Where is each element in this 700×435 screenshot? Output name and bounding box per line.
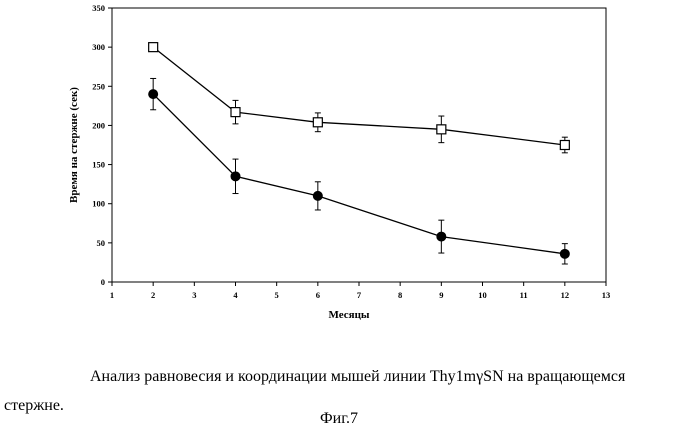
y-tick-label: 50 [97,238,106,248]
x-tick-label: 12 [561,290,570,300]
plot-frame [111,7,607,283]
figure-label: Фиг.7 [320,410,358,427]
data-point [559,248,570,259]
data-point [559,139,570,151]
axes [108,7,607,286]
data-point [436,231,447,242]
caption-line-1: Анализ равновесия и координации мышей ли… [90,368,626,385]
y-tick-label: 0 [101,277,105,287]
data-point [148,42,159,53]
y-tick-label: 350 [92,3,105,13]
data-point [230,107,241,118]
y-tick-label: 200 [92,120,105,130]
data-point [312,190,323,201]
x-tick-label: 5 [275,290,279,300]
data-point [436,124,447,135]
data-point [230,171,241,182]
data-point [312,117,323,128]
x-tick-label: 4 [233,290,238,300]
series-line [152,46,565,146]
x-tick-label: 8 [398,290,402,300]
y-tick-label: 250 [92,81,105,91]
x-tick-label: 11 [520,290,528,300]
x-tick-label: 13 [602,290,611,300]
x-tick-label: 2 [151,290,155,300]
series-1 [148,42,570,154]
data-point [148,89,159,100]
y-tick-label: 300 [92,42,105,52]
x-tick-label: 9 [439,290,443,300]
y-axis-title: Время на стержне (сек) [68,87,80,203]
x-axis-title: Месяцы [328,309,369,321]
x-tick-label: 1 [110,290,114,300]
y-tick-label: 100 [92,199,105,209]
y-tick-label: 150 [92,160,105,170]
x-tick-label: 7 [357,290,362,300]
x-tick-label: 10 [478,290,487,300]
series-2 [148,77,570,265]
series-layer [148,42,570,265]
x-tick-label: 3 [192,290,196,300]
caption-line-2: стержне. [4,397,64,414]
series-line [152,93,565,255]
x-tick-label: 6 [316,290,320,300]
